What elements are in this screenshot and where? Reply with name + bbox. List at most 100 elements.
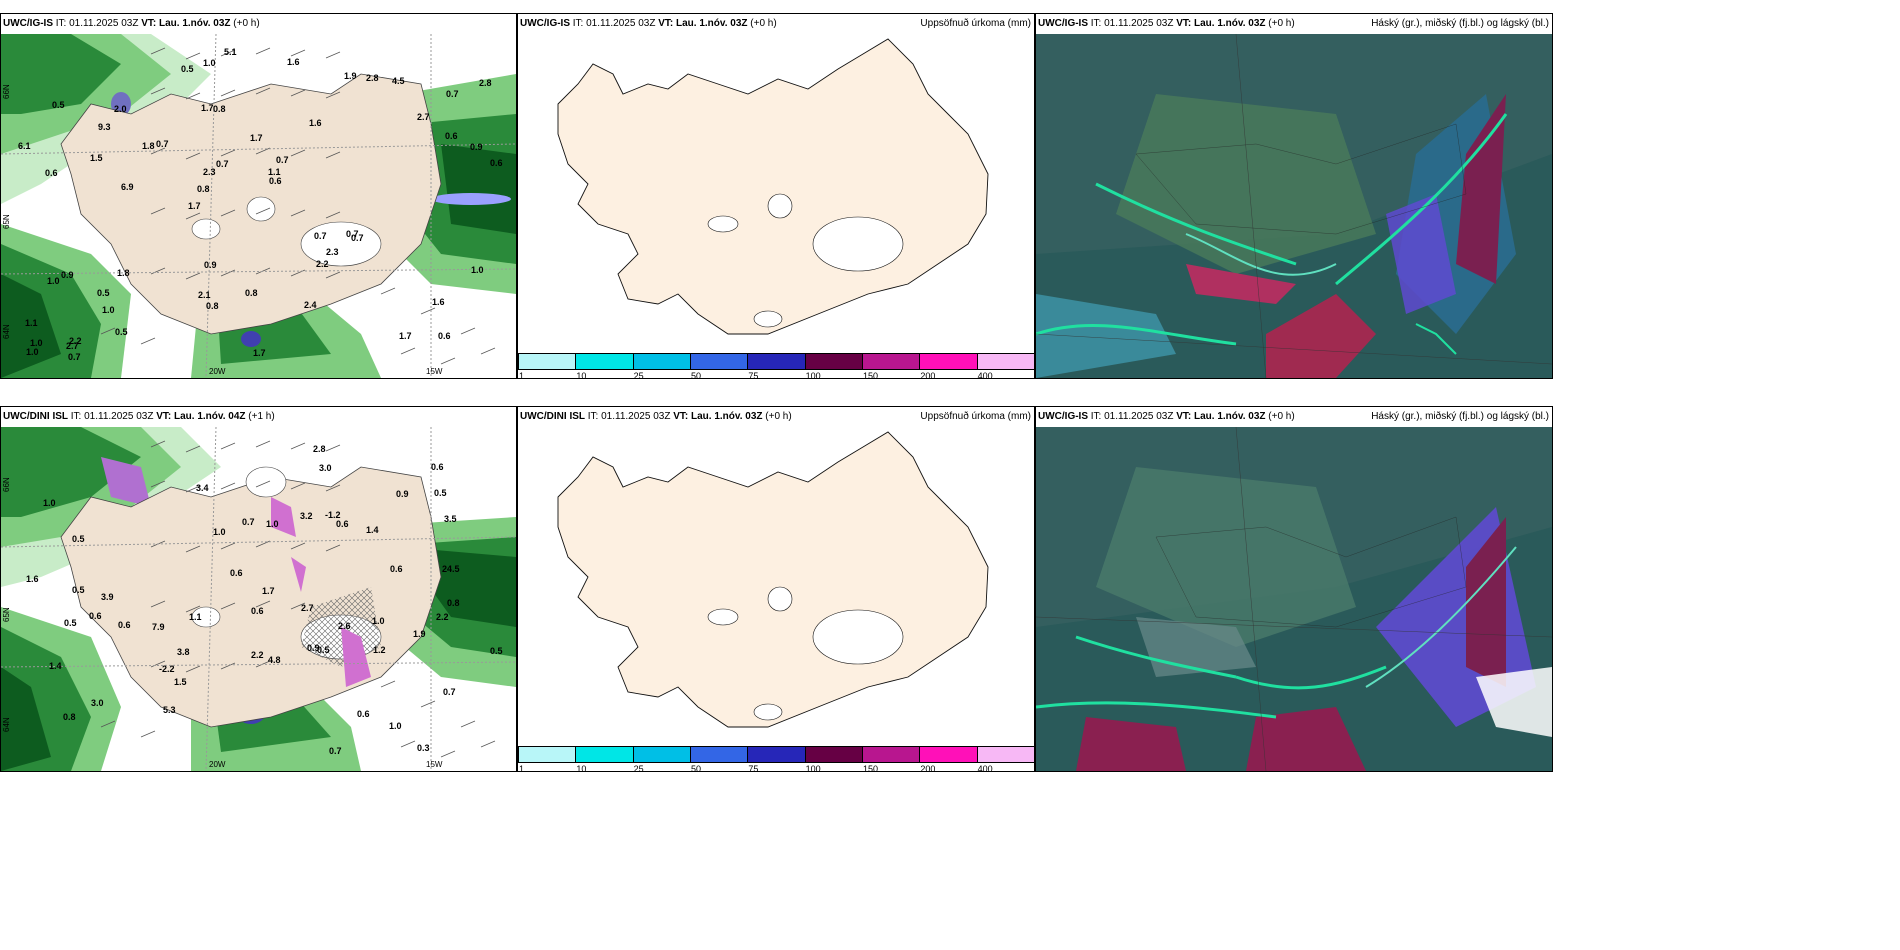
cloud-map[interactable] (1036, 34, 1552, 378)
colorbar-tick-label: 25 (633, 764, 644, 772)
precip-value-label: 1.4 (49, 661, 62, 671)
precip-value-label: 1.7 (201, 103, 214, 113)
precip-value-label: 0.6 (438, 331, 451, 341)
colorbar-tick-label: 50 (691, 764, 702, 772)
precip-value-label: 1.5 (174, 677, 187, 687)
precip-value-label: 1.1 (268, 167, 281, 177)
precip-value-label: 1.2 (373, 645, 386, 655)
precip-value-label: 24.5 (442, 564, 460, 574)
colorbar-tick-label: 1 (519, 764, 525, 772)
colorbar: 1 10 25 50 75 100 150 200 400 (518, 746, 1034, 772)
colorbar-swatch (919, 746, 978, 763)
precip-wind-map[interactable]: 20W 15W 66N 65N 64N 0.3 0.6 0.9 1.0 0.7 0.5 3.… (1, 427, 516, 771)
init-time: IT: 01.11.2025 03Z (1090, 411, 1174, 422)
panel-clouds-top: UWC/IG-IS IT: 01.11.2025 03Z VT: Lau. 1.… (1035, 13, 1553, 379)
cloud-map[interactable] (1036, 427, 1552, 771)
colorbar-swatch (632, 746, 691, 763)
model-name: UWC/IG-IS (520, 18, 570, 29)
valid-time-label: VT: (658, 18, 674, 29)
precip-value-label: 1.9 (413, 629, 426, 639)
colorbar-tick-label: 10 (576, 764, 587, 772)
precip-value-label: 1.0 (372, 616, 385, 626)
colorbar-swatch (919, 353, 978, 370)
precip-wind-map[interactable]: 20W 15W 66N 65N 64N 0.6 0.6 0.7 1.7 1.6 2.2 1.… (1, 34, 516, 378)
precip-value-label: 0.8 (447, 598, 460, 608)
precip-value-label: 0.8 (206, 301, 219, 311)
precip-value-label: 1.5 (90, 153, 103, 163)
lat-label: 66N (2, 477, 11, 492)
colorbar-tick-label: 75 (748, 371, 759, 379)
lead-time: (+0 h) (1268, 411, 1295, 422)
precip-value-label: 1.0 (471, 265, 484, 275)
colorbar-tick-label: 200 (920, 371, 936, 379)
lon-label: 20W (209, 760, 226, 769)
precip-value-label: 0.5 (97, 288, 110, 298)
colorbar-tick-label: 150 (863, 764, 879, 772)
accum-precip-map[interactable] (518, 34, 1034, 352)
model-name: UWC/IG-IS (1038, 18, 1088, 29)
precip-value-label: 5.3 (163, 705, 176, 715)
colorbar-tick-label: 400 (977, 764, 993, 772)
precip-value-label: 1.7 (399, 331, 412, 341)
model-name: UWC/IG-IS (3, 18, 53, 29)
field-name: Háský (gr.), miðský (fj.bl.) og lágský (… (1371, 18, 1549, 29)
colorbar-swatch (632, 353, 691, 370)
precip-value-label: 0.6 (490, 158, 503, 168)
precip-value-label: 2.7 (301, 603, 314, 613)
precip-value-label: 3.9 (101, 592, 114, 602)
precip-value-label: 0.5 (64, 618, 77, 628)
precip-value-label: 1.1 (189, 612, 202, 622)
precip-value-label: 1.0 (43, 498, 56, 508)
precip-value-label: 1.8 (142, 141, 155, 151)
precip-value-label: 0.5 (490, 646, 503, 656)
precip-value-label: 3.4 (196, 483, 209, 493)
precip-value-label: 0.6 (445, 131, 458, 141)
precip-value-label: 1.7 (188, 201, 201, 211)
precip-value-label: 1.0 (26, 347, 39, 357)
panel-clouds-bottom: UWC/IG-IS IT: 01.11.2025 03Z VT: Lau. 1.… (1035, 406, 1553, 772)
precip-value-label: 2.7 (66, 341, 79, 351)
lat-label: 66N (2, 84, 11, 99)
precip-value-label: 1.0 (30, 338, 43, 348)
colorbar-swatch (575, 746, 634, 763)
precip-value-label: 0.5 (72, 585, 85, 595)
precip-value-label: 0.7 (216, 159, 229, 169)
colorbar-swatch (804, 746, 863, 763)
panel-title: UWC/IG-IS IT: 01.11.2025 03Z VT: Lau. 1.… (1, 14, 516, 34)
precip-value-label: 2.4 (304, 300, 317, 310)
precip-value-label: 6.9 (121, 182, 134, 192)
precip-value-label: 1.6 (309, 118, 322, 128)
colorbar-tick-label: 50 (691, 371, 702, 379)
precip-value-label: 1.8 (117, 268, 130, 278)
precip-value-label: 0.6 (269, 176, 282, 186)
field-name: Uppsöfnuð úrkoma (mm) (920, 411, 1031, 422)
precip-value-label: 2.2 (69, 336, 82, 346)
colorbar-tick-label: 75 (748, 764, 759, 772)
colorbar-tick-label: 150 (863, 371, 879, 379)
colorbar-swatch (518, 746, 577, 763)
precip-value-label: 1.0 (47, 276, 60, 286)
precip-value-label: -1.2 (325, 510, 341, 520)
precip-value-label: 0.7 (329, 746, 342, 756)
colorbar: 1 10 25 50 75 100 150 200 400 (518, 353, 1034, 379)
model-name: UWC/DINI ISL (3, 411, 68, 422)
precip-value-label: 3.2 (300, 511, 313, 521)
precip-value-label: 0.6 (431, 462, 444, 472)
precip-value-label: 0.7 (443, 687, 456, 697)
precip-value-label: 0.9 (307, 643, 320, 653)
accum-precip-map[interactable] (518, 427, 1034, 745)
colorbar-tick-label: 25 (633, 371, 644, 379)
panel-precip-wind-bottom: UWC/DINI ISL IT: 01.11.2025 03Z VT: Lau.… (0, 406, 517, 772)
precip-value-label: 0.7 (276, 155, 289, 165)
precip-value-label: 1.9 (344, 71, 357, 81)
precip-value-label: 0.5 (317, 645, 330, 655)
colorbar-tick-label: 100 (805, 764, 821, 772)
precip-value-label: 2.3 (326, 247, 339, 257)
precip-value-label: -2.2 (159, 664, 175, 674)
panel-title: UWC/IG-IS IT: 01.11.2025 03Z VT: Lau. 1.… (518, 14, 1034, 34)
colorbar-swatch (862, 746, 921, 763)
colorbar-swatch (976, 353, 1034, 370)
precip-value-label: 6.1 (18, 141, 31, 151)
valid-time: Lau. 1.nóv. 03Z (691, 411, 763, 422)
precip-value-label: 2.3 (203, 167, 216, 177)
